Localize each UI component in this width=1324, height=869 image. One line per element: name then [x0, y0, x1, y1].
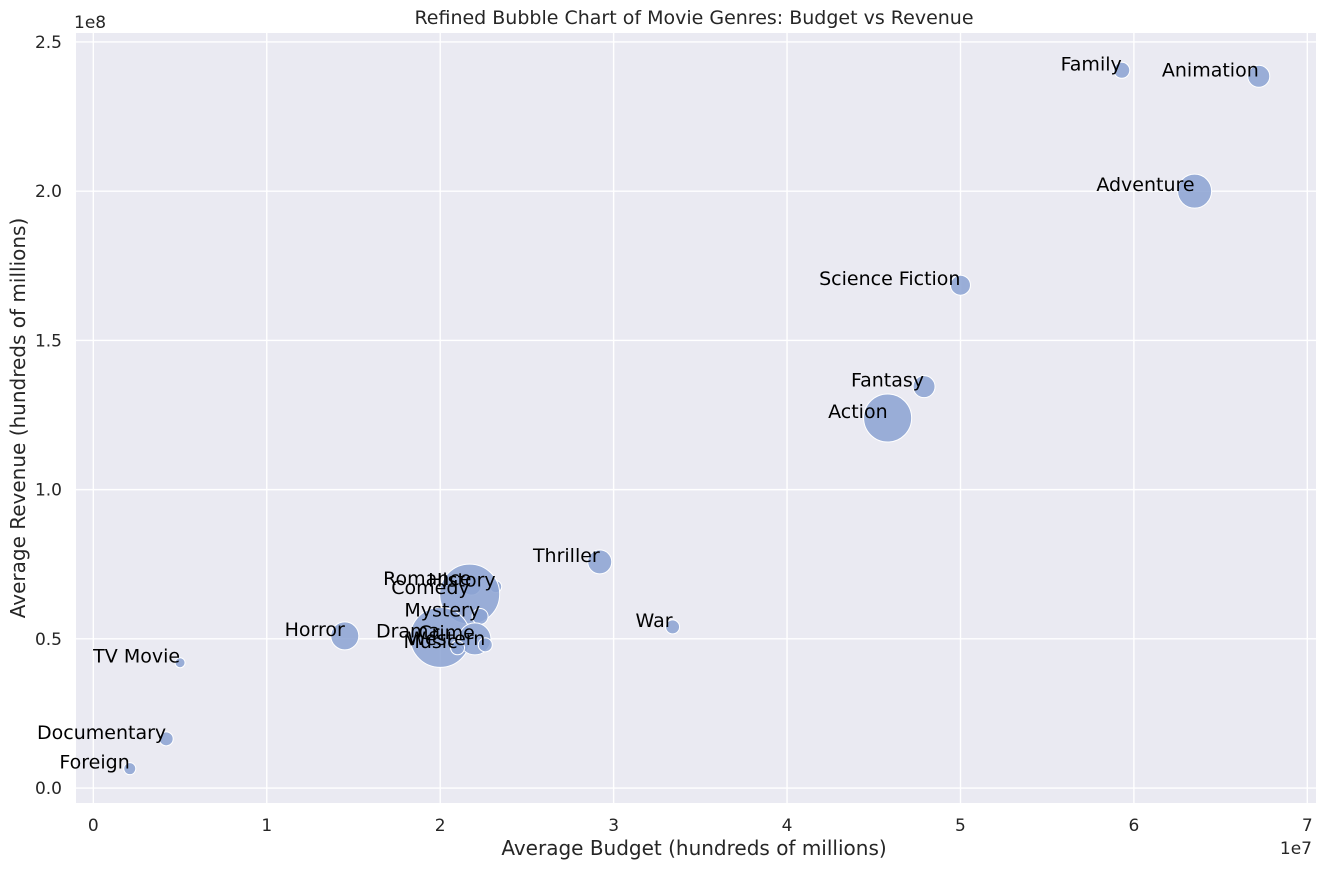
y-tick-label: 1.0 — [35, 481, 62, 501]
y-tick-label: 2.5 — [35, 33, 62, 53]
bubble-label-comedy: Comedy — [391, 577, 469, 599]
bubble-label-history: History — [428, 570, 496, 592]
bubbles — [123, 61, 1271, 776]
bubble-label-western: Western — [407, 628, 485, 650]
bubble-music — [450, 640, 466, 656]
bubble-labels: Family Animation Adventure Science Fiction F… — [37, 53, 1259, 773]
bubble-action — [863, 393, 913, 443]
bubble-label-family: Family — [1061, 53, 1122, 75]
bubble-label-horror: Horror — [285, 619, 345, 641]
bubble-label-thriller: Thriller — [532, 545, 600, 567]
y-tick-labels: 0.0 0.5 1.0 1.5 2.0 2.5 — [35, 33, 62, 799]
bubble-label-mystery: Mystery — [404, 599, 480, 621]
x-tick-label: 7 — [1302, 816, 1313, 836]
bubble-label-drama: Drama — [376, 620, 440, 642]
bubble-war — [665, 619, 681, 635]
x-tick-label: 2 — [435, 816, 446, 836]
bubble-label-fantasy: Fantasy — [851, 370, 924, 392]
bubble-label-documentary: Documentary — [37, 722, 166, 744]
y-offset-label: 1e8 — [74, 13, 106, 33]
x-axis-label: Average Budget (hundreds of millions) — [501, 836, 886, 860]
bubble-thriller — [587, 549, 613, 575]
x-offset-label: 1e7 — [1280, 839, 1312, 859]
bubble-fantasy — [912, 375, 936, 399]
bubble-label-adventure: Adventure — [1096, 174, 1194, 196]
bubble-foreign — [123, 762, 137, 776]
y-axis-label: Average Revenue (hundreds of millions) — [6, 218, 30, 619]
y-tick-label: 0.5 — [35, 630, 62, 650]
x-tick-label: 0 — [88, 816, 99, 836]
bubble-label-action: Action — [828, 401, 888, 423]
x-tick-label: 6 — [1128, 816, 1139, 836]
bubble-label-romance: Romance — [383, 568, 471, 590]
y-tick-label: 0.0 — [35, 779, 62, 799]
bubble-label-foreign: Foreign — [59, 752, 129, 774]
bubble-documentary — [158, 731, 174, 747]
x-tick-label: 1 — [261, 816, 272, 836]
x-tick-label: 4 — [782, 816, 793, 836]
x-tick-labels: 0 1 2 3 4 5 6 7 — [88, 816, 1313, 836]
bubble-label-animation: Animation — [1162, 59, 1259, 81]
grid — [76, 33, 1316, 803]
plot-area — [76, 33, 1316, 803]
bubble-tv-movie — [174, 657, 186, 669]
y-tick-label: 2.0 — [35, 182, 62, 202]
bubble-label-music: Music — [403, 631, 457, 653]
bubble-adventure — [1177, 173, 1213, 209]
bubble-horror — [330, 621, 360, 651]
bubble-family — [1113, 61, 1131, 79]
y-tick-label: 1.5 — [35, 331, 62, 351]
chart-title: Refined Bubble Chart of Movie Genres: Bu… — [414, 7, 973, 29]
bubble-label-tv-movie: TV Movie — [92, 646, 180, 668]
bubble-western — [477, 637, 493, 653]
x-tick-label: 5 — [955, 816, 966, 836]
bubble-label-war: War — [636, 610, 673, 632]
bubble-science-fiction — [949, 274, 971, 296]
x-tick-label: 3 — [608, 816, 619, 836]
bubble-label-crime: Crime — [418, 622, 475, 644]
bubble-animation — [1247, 64, 1271, 88]
bubble-label-science-fiction: Science Fiction — [819, 268, 960, 290]
